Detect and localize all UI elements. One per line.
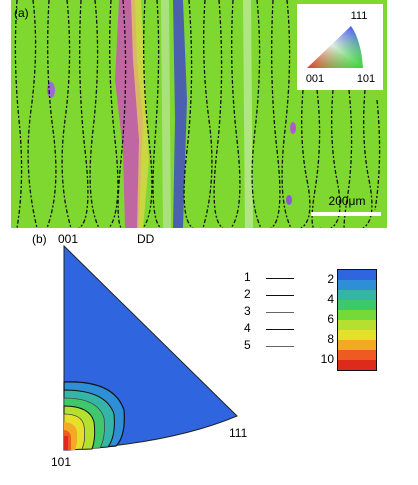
legend-line-5	[266, 346, 294, 347]
panel-b-label: (b)	[32, 232, 47, 246]
grain-band-yellow	[131, 0, 149, 228]
pole-111-label: 111	[229, 426, 248, 440]
contour-level-8	[64, 436, 68, 450]
legend-item-4-label: 4	[244, 321, 251, 335]
pole-001-label: 001	[58, 232, 79, 246]
panel-a-label: (a)	[14, 6, 29, 20]
legend-item-4: 4	[244, 321, 308, 337]
colorbar-ticks: 2 4 6 8 10	[312, 269, 336, 369]
grain-band-pale-right	[243, 0, 253, 228]
legend-item-3-label: 3	[244, 304, 251, 318]
colorbar-fill	[338, 270, 376, 370]
direction-label: DD	[137, 232, 155, 246]
colorbar-band	[338, 360, 376, 370]
panel-a: 111 001 101 (a) 200μm	[11, 0, 387, 228]
legend-line-4	[266, 329, 294, 330]
scale-bar-label: 200μm	[329, 194, 366, 208]
grain-band-blue	[173, 0, 187, 228]
ebsd-map: 111 001 101 (a) 200μm	[11, 0, 387, 228]
colorbar-tick-label: 6	[327, 312, 334, 326]
colorbar-tick-label: 2	[327, 272, 334, 286]
ipf-key-top-label: 111	[351, 10, 368, 22]
colorbar	[337, 269, 377, 371]
legend-item-1: 1	[244, 270, 308, 286]
legend-item-2: 2	[244, 287, 308, 303]
legend-line-1	[266, 278, 294, 279]
grain-spot-violet	[47, 82, 55, 98]
colorbar-tick-label: 8	[327, 332, 334, 346]
legend-item-5-label: 5	[244, 338, 251, 352]
grain-spot-violet-3	[286, 195, 292, 205]
pole-101-label: 101	[51, 455, 72, 469]
legend-item-5: 5	[244, 338, 308, 354]
legend-item-3: 3	[244, 304, 308, 320]
colorbar-tick-label: 4	[327, 292, 334, 306]
ipf-key-triangle-green	[307, 26, 363, 68]
legend-line-2	[266, 295, 294, 296]
ipf-key-right-label: 101	[357, 73, 375, 85]
grain-spot-violet-2	[290, 122, 296, 134]
legend-item-2-label: 2	[244, 287, 251, 301]
grain-boundaries	[14, 0, 381, 228]
scale-bar	[311, 212, 381, 216]
pole-figure	[63, 244, 238, 451]
line-legend: 1 2 3 4 5	[244, 270, 308, 352]
colorbar-tick-label: 10	[320, 352, 334, 366]
grain-band-pale	[161, 0, 171, 228]
legend-line-3	[266, 312, 294, 313]
ipf-key-left-label: 001	[306, 73, 324, 85]
legend-item-1-label: 1	[244, 270, 251, 284]
